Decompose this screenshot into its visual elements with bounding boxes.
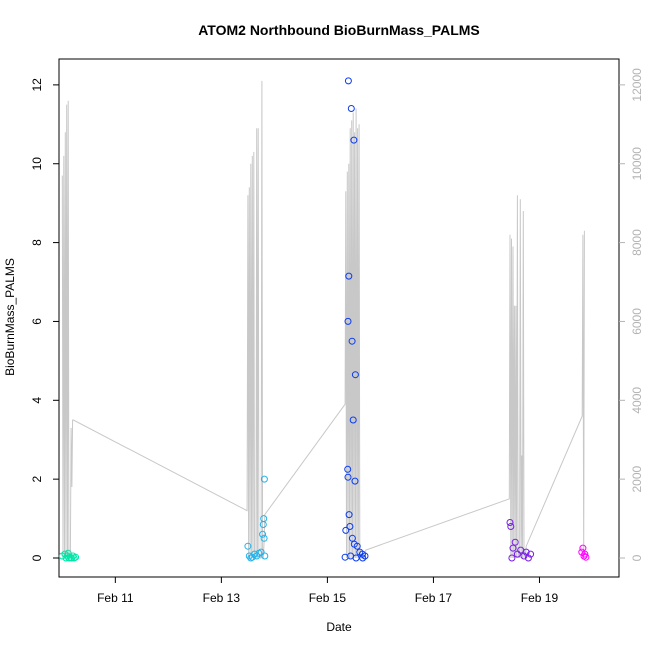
altitude-line-layer xyxy=(61,80,585,559)
y-tick-label: 4 xyxy=(30,397,44,404)
y-tick-label: 8 xyxy=(30,239,44,246)
points-layer xyxy=(58,77,590,562)
x-axis: Feb 11 Feb 13 Feb 15 Feb 17 Feb 19 xyxy=(97,577,558,605)
x-axis-label: Date xyxy=(326,620,352,634)
data-point xyxy=(345,511,353,519)
y-axis-right: 0 2000 4000 6000 8000 10000 12000 xyxy=(619,68,644,561)
data-point xyxy=(342,526,350,534)
data-point xyxy=(261,552,269,560)
data-point xyxy=(352,554,360,562)
data-point xyxy=(353,542,361,550)
data-point xyxy=(506,519,514,526)
data-point xyxy=(507,523,515,530)
x-tick-label: Feb 11 xyxy=(97,591,134,605)
plot-frame xyxy=(58,58,620,578)
data-point xyxy=(344,473,352,481)
chart-title: ATOM2 Northbound BioBurnMass_PALMS xyxy=(198,22,480,38)
data-point xyxy=(344,465,352,473)
data-point xyxy=(351,477,359,485)
data-point xyxy=(260,475,268,483)
data-point xyxy=(581,550,589,558)
data-point xyxy=(260,515,268,523)
y-axis-left: 0 2 4 6 8 10 12 xyxy=(30,78,59,561)
data-point xyxy=(244,542,252,550)
x-tick-label: Feb 13 xyxy=(203,591,241,605)
data-point xyxy=(527,550,535,558)
data-point xyxy=(344,77,352,85)
y2-tick-label: 0 xyxy=(630,554,644,561)
data-point xyxy=(350,136,358,144)
data-point xyxy=(348,337,356,345)
data-point xyxy=(361,552,369,560)
data-point xyxy=(257,548,265,556)
data-point xyxy=(259,530,267,538)
y2-tick-label: 4000 xyxy=(630,387,644,414)
data-point xyxy=(345,272,353,280)
data-point xyxy=(579,544,587,552)
x-tick-label: Feb 19 xyxy=(521,591,559,605)
x-tick-label: Feb 17 xyxy=(415,591,453,605)
data-point xyxy=(359,554,367,562)
data-point xyxy=(509,544,517,552)
data-point xyxy=(349,416,357,424)
data-point xyxy=(344,317,352,325)
data-point xyxy=(511,538,519,546)
data-point xyxy=(524,554,532,562)
data-point xyxy=(68,554,75,562)
y2-tick-label: 6000 xyxy=(630,308,644,335)
y2-tick-label: 8000 xyxy=(630,229,644,256)
x-tick-label: Feb 15 xyxy=(309,591,347,605)
altitude-line xyxy=(61,80,585,559)
y2-tick-label: 12000 xyxy=(630,68,644,102)
y-tick-label: 0 xyxy=(30,554,44,561)
data-point xyxy=(582,553,590,561)
y-tick-label: 12 xyxy=(30,78,44,92)
data-point xyxy=(72,553,80,561)
data-point xyxy=(508,554,516,562)
y2-tick-label: 10000 xyxy=(630,147,644,181)
data-point xyxy=(522,548,530,556)
data-point xyxy=(347,105,355,112)
data-point xyxy=(64,549,72,557)
data-point xyxy=(260,534,268,542)
y-axis-label: BioBurnMass_PALMS xyxy=(3,258,17,376)
y2-tick-label: 2000 xyxy=(630,465,644,492)
data-point xyxy=(346,523,354,530)
y-tick-label: 10 xyxy=(30,157,44,171)
y-tick-label: 2 xyxy=(30,475,44,482)
data-point xyxy=(341,553,349,561)
data-point xyxy=(351,371,359,379)
data-point xyxy=(520,552,528,560)
y-tick-label: 6 xyxy=(30,318,44,325)
data-point xyxy=(251,550,258,558)
